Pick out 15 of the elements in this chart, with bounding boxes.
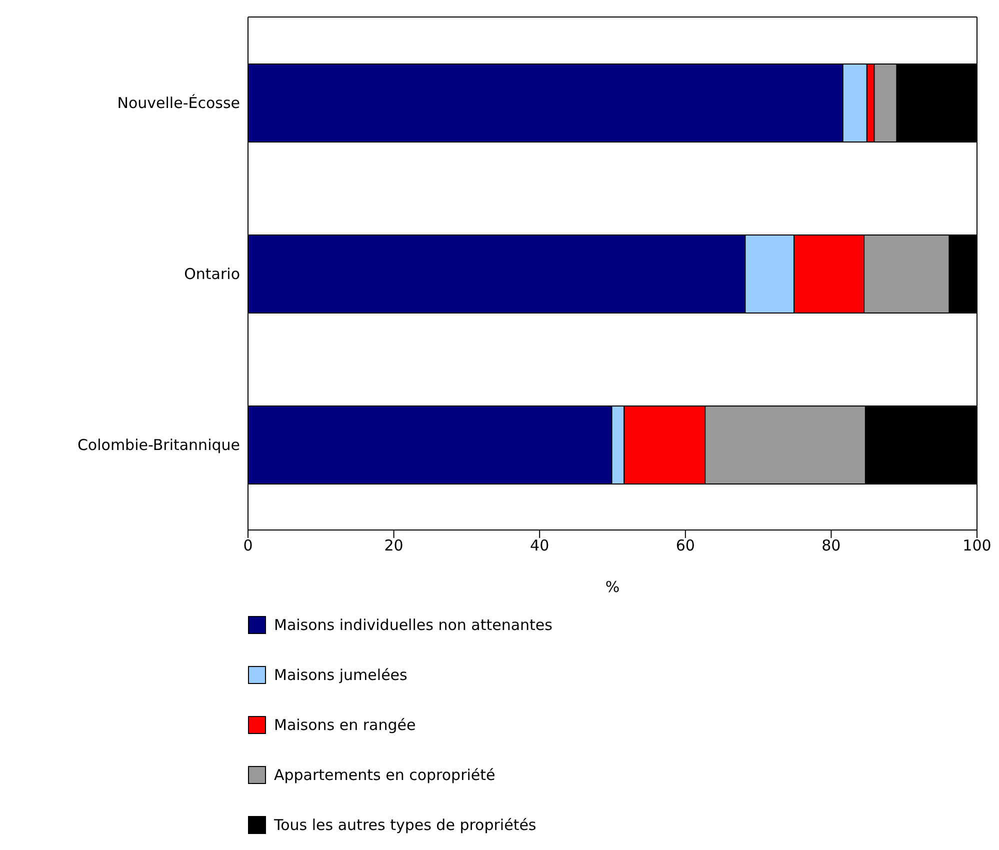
- legend-label: Maisons individuelles non attenantes: [274, 616, 552, 634]
- y-tick-label: Nouvelle-Écosse: [117, 94, 240, 112]
- x-tick-label: 100: [962, 536, 992, 555]
- x-tick-label: 20: [384, 536, 404, 555]
- x-tick-label: 80: [822, 536, 841, 555]
- x-axis-title: %: [605, 578, 620, 596]
- x-tick-label: 40: [530, 536, 550, 555]
- legend-label: Tous les autres types de propriétés: [274, 816, 536, 834]
- x-tick-label: 60: [676, 536, 695, 555]
- x-tick-label: 0: [243, 536, 253, 555]
- legend-label: Maisons en rangée: [274, 716, 416, 734]
- legend-label: Appartements en copropriété: [274, 766, 496, 784]
- legend-label: Maisons jumelées: [274, 666, 408, 684]
- y-tick-label: Colombie-Britannique: [77, 436, 240, 454]
- y-tick-label: Ontario: [184, 264, 240, 283]
